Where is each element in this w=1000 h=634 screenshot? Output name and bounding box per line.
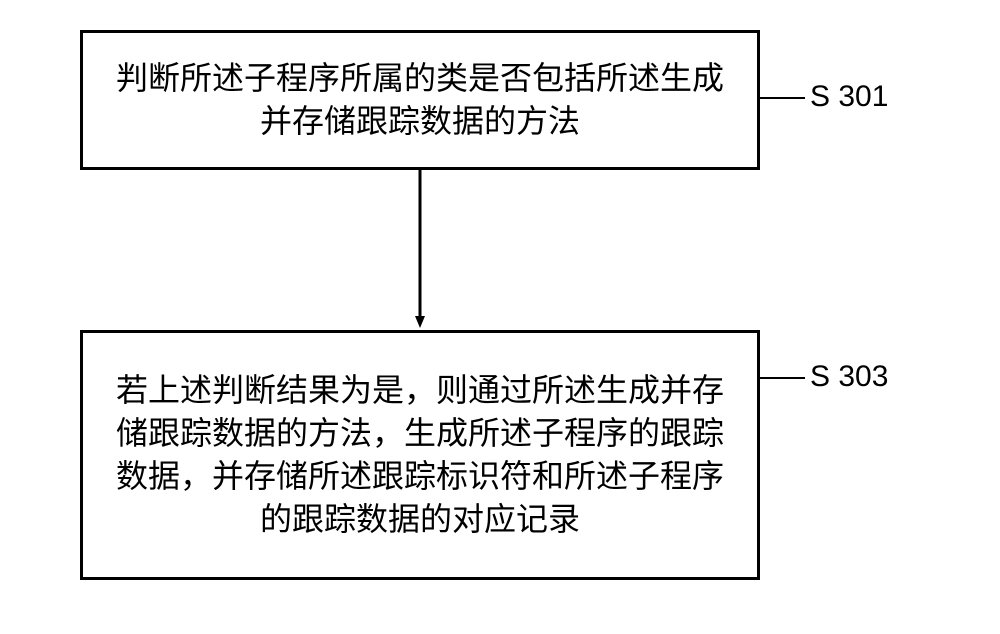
node-text: 若上述判断结果为是，则通过所述生成并存储跟踪数据的方法，生成所述子程序的跟踪数据… [103, 369, 737, 542]
flowchart-node-1: 判断所述子程序所属的类是否包括所述生成并存储跟踪数据的方法 [80, 30, 760, 170]
node-label-2: S 303 [810, 360, 888, 394]
node-label-1: S 301 [810, 80, 888, 114]
flowchart-node-2: 若上述判断结果为是，则通过所述生成并存储跟踪数据的方法，生成所述子程序的跟踪数据… [80, 330, 760, 580]
node-text: 判断所述子程序所属的类是否包括所述生成并存储跟踪数据的方法 [103, 57, 737, 143]
flowchart-canvas: 判断所述子程序所属的类是否包括所述生成并存储跟踪数据的方法 S 301 若上述判… [0, 0, 1000, 634]
